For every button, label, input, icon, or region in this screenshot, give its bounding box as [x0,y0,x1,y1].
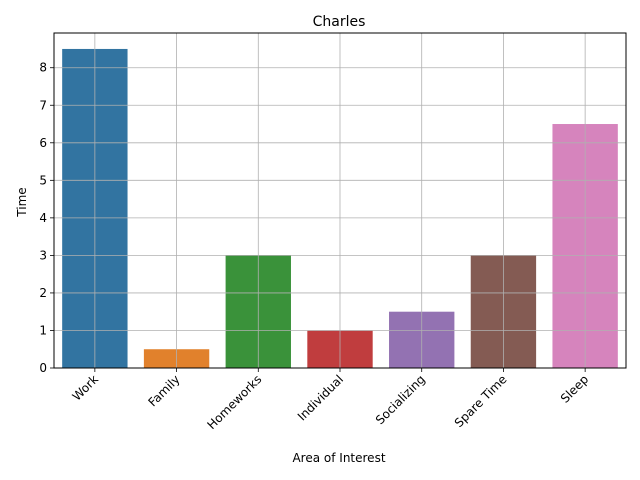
y-tick-label: 7 [39,98,47,112]
y-tick-label: 4 [39,211,47,225]
x-axis-label: Area of Interest [292,451,385,465]
y-tick-label: 6 [39,136,47,150]
y-tick-label: 5 [39,173,47,187]
y-tick-label: 8 [39,61,47,75]
y-tick-label: 0 [39,361,47,375]
y-tick-label: 2 [39,286,47,300]
y-tick-label: 3 [39,248,47,262]
y-axis-ticks: 0 1 2 3 4 5 6 7 8 [39,61,54,375]
y-tick-label: 1 [39,323,47,337]
chart-title: Charles [313,14,366,30]
y-axis-label: Time [15,187,29,217]
